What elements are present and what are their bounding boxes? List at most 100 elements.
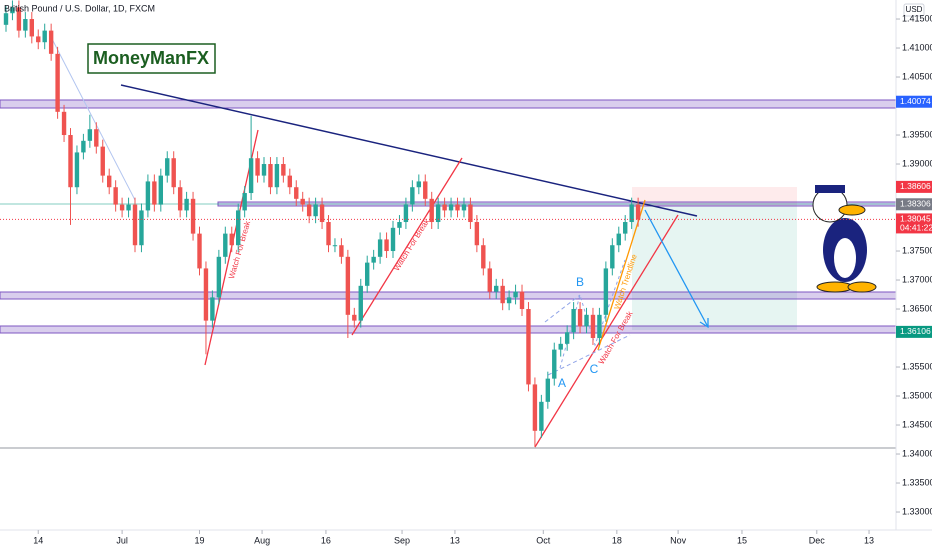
candle-body bbox=[339, 245, 344, 257]
y-tick-label: 1.33000 bbox=[902, 506, 932, 516]
candle-body bbox=[177, 187, 183, 211]
candle-body bbox=[87, 129, 93, 141]
y-tick-label: 1.41000 bbox=[902, 42, 932, 52]
countdown: 04:41:22 bbox=[900, 223, 932, 233]
x-tick-label: Dec bbox=[809, 535, 826, 545]
target-zone bbox=[632, 206, 797, 330]
candles bbox=[3, 0, 641, 448]
candle-body bbox=[61, 111, 67, 136]
candle-body bbox=[171, 158, 176, 188]
candle-body bbox=[564, 332, 570, 344]
price-label: 1.40074 bbox=[900, 96, 931, 106]
y-tick-label: 1.37500 bbox=[902, 245, 932, 255]
candle-body bbox=[210, 297, 215, 321]
candle-body bbox=[326, 222, 331, 246]
candle-body bbox=[403, 204, 409, 223]
candle-body bbox=[410, 187, 415, 205]
candle-body bbox=[332, 245, 338, 247]
candle-body bbox=[81, 140, 86, 153]
candle-body bbox=[423, 181, 428, 199]
abc-pattern bbox=[559, 259, 626, 369]
currency: USD bbox=[906, 5, 923, 14]
price-label-box bbox=[896, 198, 932, 211]
candle-body bbox=[152, 181, 157, 205]
watermark: MoneyManFX bbox=[93, 48, 209, 68]
candle-body bbox=[29, 19, 34, 37]
candle-body bbox=[584, 314, 589, 327]
candle-body bbox=[519, 291, 525, 310]
candle-body bbox=[216, 256, 222, 298]
candle-body bbox=[94, 129, 99, 147]
resistance-zone bbox=[0, 99, 897, 109]
candle-body bbox=[190, 198, 196, 234]
candle-body bbox=[3, 13, 9, 25]
price-label: 1.38306 bbox=[900, 199, 931, 209]
candle-body bbox=[506, 297, 512, 304]
candle-body bbox=[48, 30, 54, 54]
candle-body bbox=[365, 262, 370, 286]
candle-body bbox=[352, 314, 357, 321]
candle-body bbox=[184, 198, 189, 211]
candle-body bbox=[74, 152, 80, 188]
candle-body bbox=[635, 204, 641, 220]
candle-body bbox=[119, 204, 125, 211]
y-tick-label: 1.40500 bbox=[902, 71, 932, 81]
x-tick-label: 18 bbox=[612, 535, 622, 545]
candle-body bbox=[468, 204, 473, 223]
candle-body bbox=[481, 245, 486, 269]
candle-body bbox=[377, 239, 383, 257]
candle-body bbox=[455, 204, 460, 211]
candle-body bbox=[577, 309, 583, 327]
candle-body bbox=[629, 204, 634, 223]
support-zone bbox=[0, 291, 897, 300]
arrow-head bbox=[699, 318, 709, 329]
price-label-box bbox=[896, 325, 932, 338]
y-tick-label: 1.35000 bbox=[902, 390, 932, 400]
price-label-box bbox=[896, 180, 932, 193]
y-tick-label: 1.37000 bbox=[902, 274, 932, 284]
candle-body bbox=[397, 222, 402, 228]
price-label-box bbox=[896, 95, 932, 108]
x-tick-label: 16 bbox=[321, 535, 331, 545]
candle-body bbox=[513, 291, 518, 298]
x-tick-label: Aug bbox=[254, 535, 270, 545]
candle-body bbox=[313, 204, 318, 217]
x-tick-label: Oct bbox=[536, 535, 551, 545]
candle-body bbox=[236, 210, 241, 246]
channel-line bbox=[544, 294, 581, 323]
candle-body bbox=[42, 30, 47, 43]
candle-body bbox=[384, 239, 389, 252]
x-tick-label: 14 bbox=[33, 535, 43, 545]
trend-line bbox=[597, 199, 646, 351]
candle-body bbox=[429, 198, 434, 223]
trend-line bbox=[120, 84, 698, 217]
axes: 1.41500 1.41000 1.40500 1.39500 1.39000 1.375… bbox=[33, 13, 932, 545]
candle-body bbox=[494, 285, 499, 292]
candle-body bbox=[294, 187, 299, 199]
y-tick-label: 1.34500 bbox=[902, 419, 932, 429]
y-tick-label: 1.34000 bbox=[902, 448, 932, 458]
stop-zone bbox=[632, 187, 797, 206]
y-tick-label: 1.41500 bbox=[902, 13, 932, 23]
candle-body bbox=[545, 378, 551, 402]
price-label: 1.38606 bbox=[900, 181, 931, 191]
candle-body bbox=[539, 401, 544, 431]
x-tick-label: 13 bbox=[450, 535, 460, 545]
candle-body bbox=[448, 204, 454, 211]
x-tick-label: Jul bbox=[116, 535, 128, 545]
wave-label: C bbox=[590, 362, 599, 376]
candle-body bbox=[500, 285, 505, 304]
wave-label: B bbox=[576, 275, 584, 289]
candle-body bbox=[623, 222, 628, 234]
candle-body bbox=[23, 19, 28, 31]
candle-body bbox=[597, 314, 602, 339]
price-label: 1.36106 bbox=[900, 326, 931, 336]
candle-body bbox=[229, 233, 234, 246]
candle-body bbox=[558, 343, 563, 350]
candle-body bbox=[139, 210, 144, 246]
x-tick-label: 15 bbox=[737, 535, 747, 545]
candle-body bbox=[274, 164, 280, 188]
candle-body bbox=[126, 204, 131, 211]
y-tick-label: 1.36500 bbox=[902, 303, 932, 313]
